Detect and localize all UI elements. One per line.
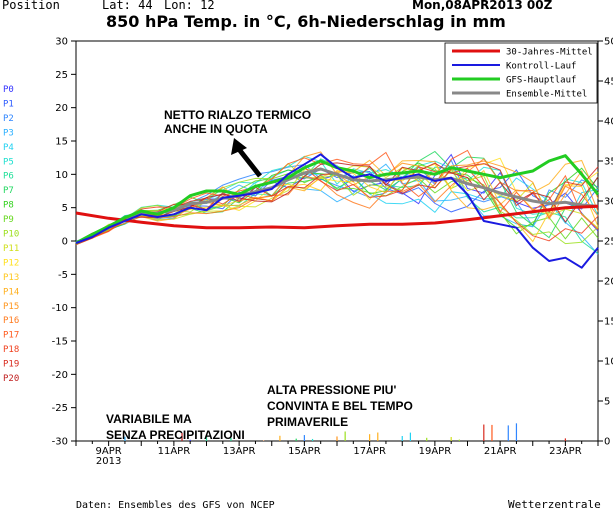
y-left-tick-label: 0: [62, 237, 68, 248]
member-label: P5: [3, 157, 14, 167]
y-left-tick-label: 10: [55, 170, 68, 181]
x-axis: 9APR 11APR 13APR 15APR 17APR 19APR 21APR 23APR 2…: [75, 441, 599, 467]
y-left-tick-label: 15: [55, 137, 68, 148]
member-label: P12: [3, 258, 19, 268]
legend-label: Ensemble-Mittel: [506, 90, 587, 100]
precipitation-bars: [124, 423, 566, 441]
legend: 30-Jahres-Mittel Kontroll-Lauf GFS-Hauptla…: [444, 42, 598, 104]
x-tick-label: 23APR: [549, 446, 582, 457]
arrow-icon: [236, 146, 262, 178]
member-label: P4: [3, 143, 14, 153]
y-left-tick-label: -15: [52, 337, 68, 348]
y-left-tick-label: 30: [55, 37, 68, 48]
member-label: P20: [3, 374, 19, 384]
x-tick-label: 9APR: [96, 446, 122, 457]
y-left-tick-label: -20: [52, 370, 68, 381]
y-right-tick-label: 35: [604, 157, 613, 168]
y-right-tick-label: 25: [604, 237, 613, 248]
member-label: P7: [3, 186, 14, 196]
ensemble-member-line: [75, 163, 599, 255]
main-series: [75, 153, 600, 269]
y-left-tick-label: -5: [58, 270, 68, 281]
annotation-warming-line1: NETTO RIALZO TERMICO: [164, 108, 311, 122]
x-tick-label: 19APR: [419, 446, 452, 457]
member-label: P13: [3, 273, 19, 283]
member-label: P6: [3, 172, 14, 182]
data-source: Daten: Ensembles des GFS von NCEP: [76, 500, 275, 511]
y-right-tick-label: 30: [604, 197, 613, 208]
y-right-tick-label: 5: [604, 397, 610, 408]
y-left-tick-label: 25: [55, 70, 68, 81]
x-tick-label: 15APR: [288, 446, 321, 457]
annotation-pressure-line2: CONVINTA E BEL TEMPO: [267, 399, 413, 413]
ensemble-members: [75, 149, 599, 255]
member-label: P15: [3, 302, 19, 312]
y-right-tick-label: 15: [604, 317, 613, 328]
member-label: P14: [3, 287, 19, 297]
member-label: P19: [3, 360, 19, 370]
chart-title: 850 hPa Temp. in °C, 6h-Niederschlag in …: [106, 12, 506, 31]
annotation-pressure: ALTA PRESSIONE PIU' CONVINTA E BEL TEMPO…: [267, 383, 413, 429]
y-left-tick-label: 5: [62, 203, 68, 214]
annotation-warming-line2: ANCHE IN QUOTA: [164, 122, 268, 136]
ensemble-member-line: [75, 158, 599, 244]
legend-label: Kontroll-Lauf: [506, 62, 576, 72]
annotation-variable: VARIABILE MA SENZA PRECIPITAZIONI: [106, 412, 245, 442]
y-right-tick-label: 20: [604, 277, 613, 288]
member-labels: P0 P1 P2 P3 P4 P5 P6 P7 P8 P9 P10 P11 P12 P13 P14 P15 P1…: [3, 85, 19, 384]
x-tick-label: 11APR: [158, 446, 191, 457]
y-left-tick-label: 20: [55, 103, 68, 114]
annotation-pressure-line1: ALTA PRESSIONE PIU': [267, 383, 396, 397]
member-label: P0: [3, 85, 14, 95]
member-label: P16: [3, 316, 19, 326]
annotation-pressure-line3: PRIMAVERILE: [267, 415, 348, 429]
member-label: P8: [3, 201, 14, 211]
run-date: Mon,08APR2013 00Z: [412, 0, 553, 12]
x-tick-label: 21APR: [484, 446, 517, 457]
arrow-head-icon: [231, 138, 247, 155]
lon-label: Lon: 12: [164, 0, 215, 12]
y-left-tick-label: -10: [52, 303, 68, 314]
member-label: P1: [3, 99, 14, 109]
series-line-30-jahres-mittel: [75, 204, 599, 230]
annotation-variable-line2: SENZA PRECIPITAZIONI: [106, 428, 245, 442]
member-label: P18: [3, 345, 19, 355]
y-right-tick-label: 50: [604, 37, 613, 48]
y-left-tick-label: -30: [52, 437, 68, 448]
legend-label: 30-Jahres-Mittel: [506, 48, 593, 58]
member-label: P17: [3, 331, 19, 341]
member-label: P2: [3, 114, 14, 124]
series-line-kontroll-lauf: [75, 153, 599, 269]
y-right-tick-label: 10: [604, 357, 613, 368]
y-right-tick-label: 40: [604, 117, 613, 128]
x-tick-label: 17APR: [353, 446, 386, 457]
position-label: Position: [2, 0, 60, 12]
x-tick-label: 13APR: [223, 446, 256, 457]
y-right-tick-label: 45: [604, 77, 613, 88]
member-label: P9: [3, 215, 14, 225]
y-axis-right: 50454035302520151050: [598, 37, 613, 448]
member-label: P10: [3, 230, 19, 240]
member-label: P3: [3, 128, 14, 138]
legend-label: GFS-Hauptlauf: [506, 76, 576, 86]
brand-label: Wetterzentrale: [508, 498, 601, 511]
y-axis-left: 30 25 20 15 10 5 0 -5 -10 -15 -20 -25 -30: [52, 37, 76, 448]
member-label: P11: [3, 244, 19, 254]
y-right-tick-label: 0: [604, 437, 610, 448]
annotation-warming: NETTO RIALZO TERMICO ANCHE IN QUOTA: [164, 108, 311, 178]
annotation-variable-line1: VARIABILE MA: [106, 412, 192, 426]
lat-label: Lat: 44: [102, 0, 153, 12]
y-left-tick-label: -25: [52, 403, 68, 414]
x-year-label: 2013: [96, 456, 121, 467]
